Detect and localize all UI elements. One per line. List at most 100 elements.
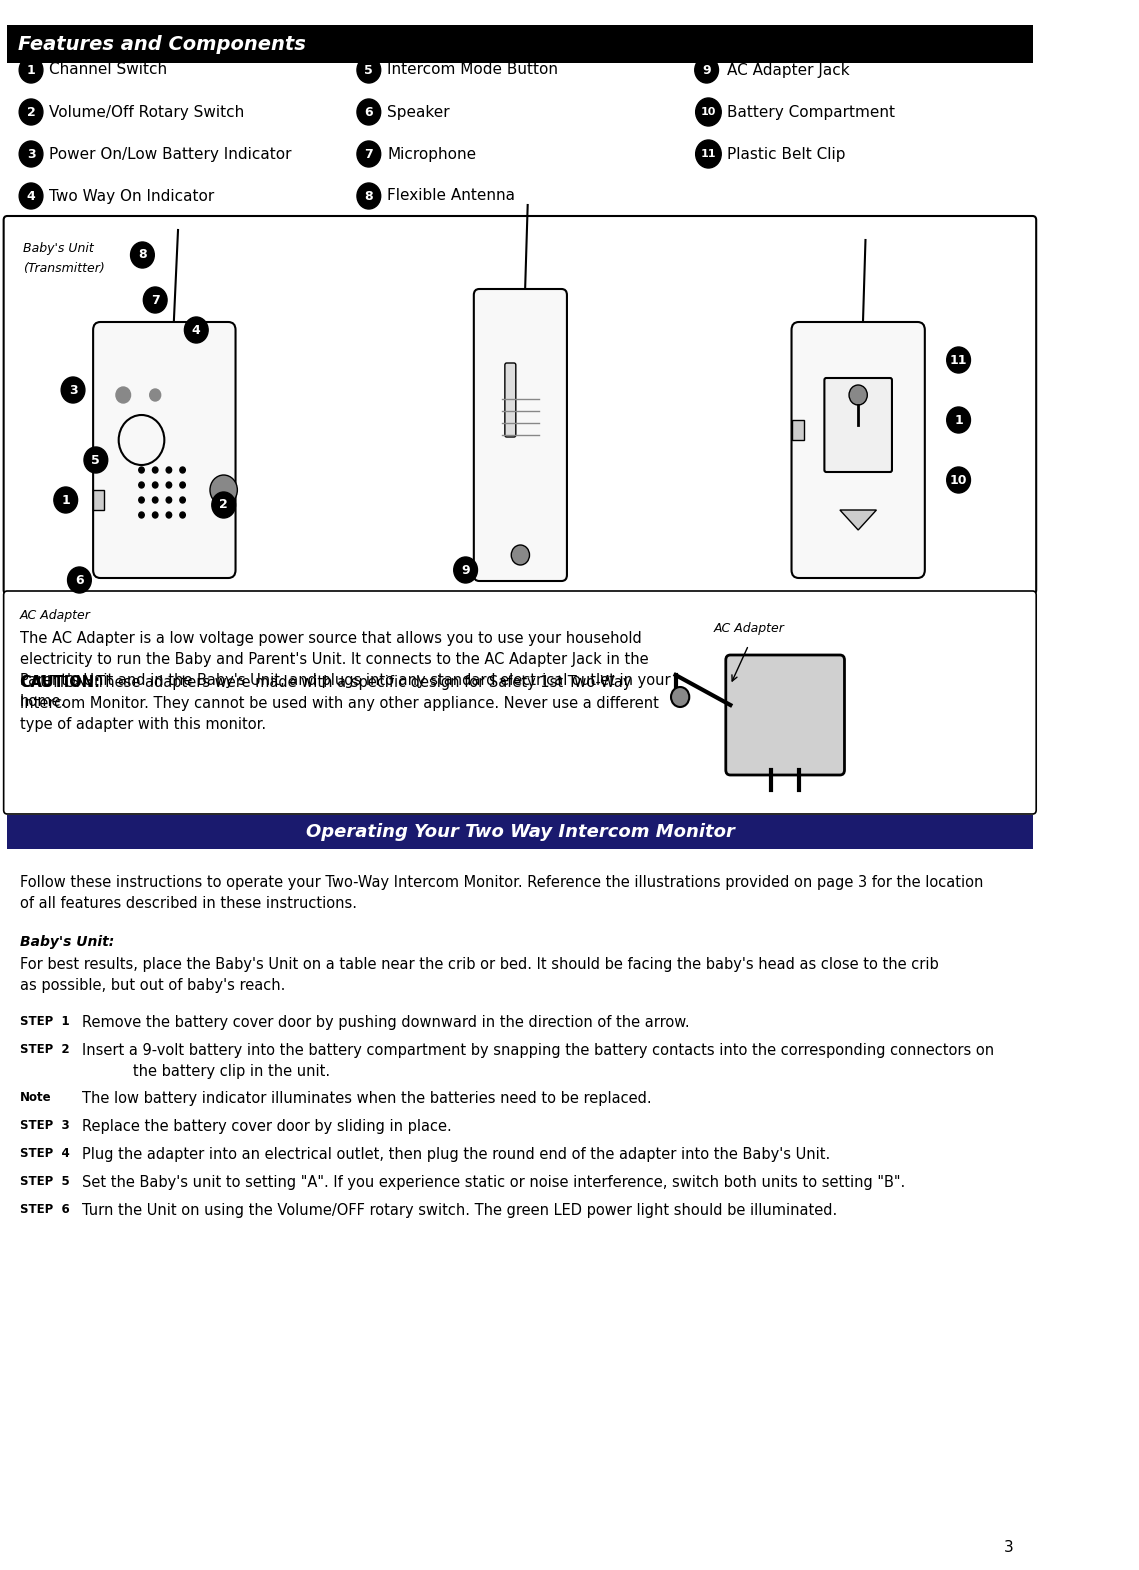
Text: 7: 7 xyxy=(364,148,374,160)
Text: Operating Your Two Way Intercom Monitor: Operating Your Two Way Intercom Monitor xyxy=(306,823,735,842)
Text: Note: Note xyxy=(21,1091,51,1104)
Circle shape xyxy=(166,512,172,518)
Text: Replace the battery cover door by sliding in place.: Replace the battery cover door by slidin… xyxy=(82,1119,452,1134)
Text: 3: 3 xyxy=(68,383,77,397)
Text: Plug the adapter into an electrical outlet, then plug the round end of the adapt: Plug the adapter into an electrical outl… xyxy=(82,1148,830,1162)
Circle shape xyxy=(153,482,158,488)
FancyBboxPatch shape xyxy=(825,378,892,473)
Circle shape xyxy=(19,184,43,209)
Text: 11: 11 xyxy=(700,149,716,159)
Circle shape xyxy=(453,557,477,582)
Text: Remove the battery cover door by pushing downward in the direction of the arrow.: Remove the battery cover door by pushing… xyxy=(82,1014,690,1030)
Circle shape xyxy=(139,466,145,473)
Text: CAUTION: These adapters were made with a specific design for Safety 1st Two-Way
: CAUTION: These adapters were made with a… xyxy=(21,675,659,732)
Circle shape xyxy=(166,466,172,473)
Circle shape xyxy=(947,466,970,493)
Circle shape xyxy=(149,389,161,400)
Circle shape xyxy=(695,57,719,83)
Polygon shape xyxy=(839,510,876,531)
Text: 6: 6 xyxy=(364,105,374,118)
FancyBboxPatch shape xyxy=(7,25,1033,63)
Text: Insert a 9-volt battery into the battery compartment by snapping the battery con: Insert a 9-volt battery into the battery… xyxy=(82,1042,994,1079)
Circle shape xyxy=(153,512,158,518)
Circle shape xyxy=(54,487,77,513)
Circle shape xyxy=(180,482,186,488)
Circle shape xyxy=(166,482,172,488)
Text: The low battery indicator illuminates when the batteries need to be replaced.: The low battery indicator illuminates wh… xyxy=(82,1091,652,1105)
Text: Speaker: Speaker xyxy=(387,105,450,119)
Text: 2: 2 xyxy=(26,105,35,118)
Circle shape xyxy=(180,466,186,473)
Circle shape xyxy=(166,498,172,502)
Circle shape xyxy=(671,688,689,706)
Circle shape xyxy=(139,512,145,518)
Text: 1: 1 xyxy=(26,63,35,77)
Circle shape xyxy=(212,491,236,518)
Text: STEP  5: STEP 5 xyxy=(21,1174,69,1188)
Circle shape xyxy=(19,141,43,166)
Text: AC Adapter: AC Adapter xyxy=(713,622,784,634)
Text: Battery Compartment: Battery Compartment xyxy=(727,105,895,119)
Text: Power On/Low Battery Indicator: Power On/Low Battery Indicator xyxy=(49,146,292,162)
Circle shape xyxy=(19,57,43,83)
Text: 5: 5 xyxy=(91,454,100,466)
Circle shape xyxy=(19,99,43,126)
Text: STEP  3: STEP 3 xyxy=(21,1119,69,1132)
Text: Set the Baby's unit to setting "A". If you experience static or noise interferen: Set the Baby's unit to setting "A". If y… xyxy=(82,1174,906,1190)
Text: 1: 1 xyxy=(954,413,962,427)
Text: Baby's Unit: Baby's Unit xyxy=(23,242,93,254)
Circle shape xyxy=(185,317,208,342)
Text: Turn the Unit on using the Volume/OFF rotary switch. The green LED power light s: Turn the Unit on using the Volume/OFF ro… xyxy=(82,1203,837,1218)
Text: Flexible Antenna: Flexible Antenna xyxy=(387,188,515,204)
Text: AC Adapter Jack: AC Adapter Jack xyxy=(727,63,850,77)
Circle shape xyxy=(67,567,91,593)
Text: STEP  2: STEP 2 xyxy=(21,1042,69,1057)
Circle shape xyxy=(210,476,237,506)
Circle shape xyxy=(62,377,85,403)
Text: STEP  1: STEP 1 xyxy=(21,1014,69,1028)
Text: 4: 4 xyxy=(191,323,200,336)
Text: Channel Switch: Channel Switch xyxy=(49,63,167,77)
Circle shape xyxy=(180,512,186,518)
Text: STEP  6: STEP 6 xyxy=(21,1203,69,1217)
Circle shape xyxy=(139,498,145,502)
Circle shape xyxy=(153,466,158,473)
FancyBboxPatch shape xyxy=(505,363,516,436)
Text: 6: 6 xyxy=(75,573,84,587)
Circle shape xyxy=(357,141,380,166)
Text: For best results, place the Baby's Unit on a table near the crib or bed. It shou: For best results, place the Baby's Unit … xyxy=(21,958,939,992)
Text: Baby's Unit:: Baby's Unit: xyxy=(21,936,114,948)
Circle shape xyxy=(357,99,380,126)
Circle shape xyxy=(180,498,186,502)
Text: STEP  4: STEP 4 xyxy=(21,1148,69,1160)
Text: 7: 7 xyxy=(150,294,159,306)
Text: CAUTION:: CAUTION: xyxy=(21,675,100,689)
Text: 4: 4 xyxy=(26,190,35,203)
Text: 8: 8 xyxy=(138,248,147,262)
Text: The AC Adapter is a low voltage power source that allows you to use your househo: The AC Adapter is a low voltage power so… xyxy=(21,631,671,710)
FancyBboxPatch shape xyxy=(3,217,1036,593)
Text: 9: 9 xyxy=(461,564,470,576)
Text: 9: 9 xyxy=(703,63,711,77)
Text: Two Way On Indicator: Two Way On Indicator xyxy=(49,188,214,204)
Text: AC Adapter: AC Adapter xyxy=(21,609,91,622)
Text: (Transmitter): (Transmitter) xyxy=(23,262,105,275)
Circle shape xyxy=(357,57,380,83)
Circle shape xyxy=(696,140,721,168)
Text: Features and Components: Features and Components xyxy=(18,35,306,53)
Text: Plastic Belt Clip: Plastic Belt Clip xyxy=(727,146,845,162)
Circle shape xyxy=(144,287,167,312)
Circle shape xyxy=(153,498,158,502)
FancyBboxPatch shape xyxy=(792,421,804,440)
Text: 8: 8 xyxy=(364,190,374,203)
Circle shape xyxy=(131,242,154,268)
FancyBboxPatch shape xyxy=(474,289,567,581)
Circle shape xyxy=(947,407,970,433)
Text: 3: 3 xyxy=(26,148,35,160)
Circle shape xyxy=(84,447,108,473)
Circle shape xyxy=(696,97,721,126)
FancyBboxPatch shape xyxy=(93,490,104,510)
Text: Volume/Off Rotary Switch: Volume/Off Rotary Switch xyxy=(49,105,245,119)
Text: 2: 2 xyxy=(220,499,228,512)
Circle shape xyxy=(116,386,131,403)
